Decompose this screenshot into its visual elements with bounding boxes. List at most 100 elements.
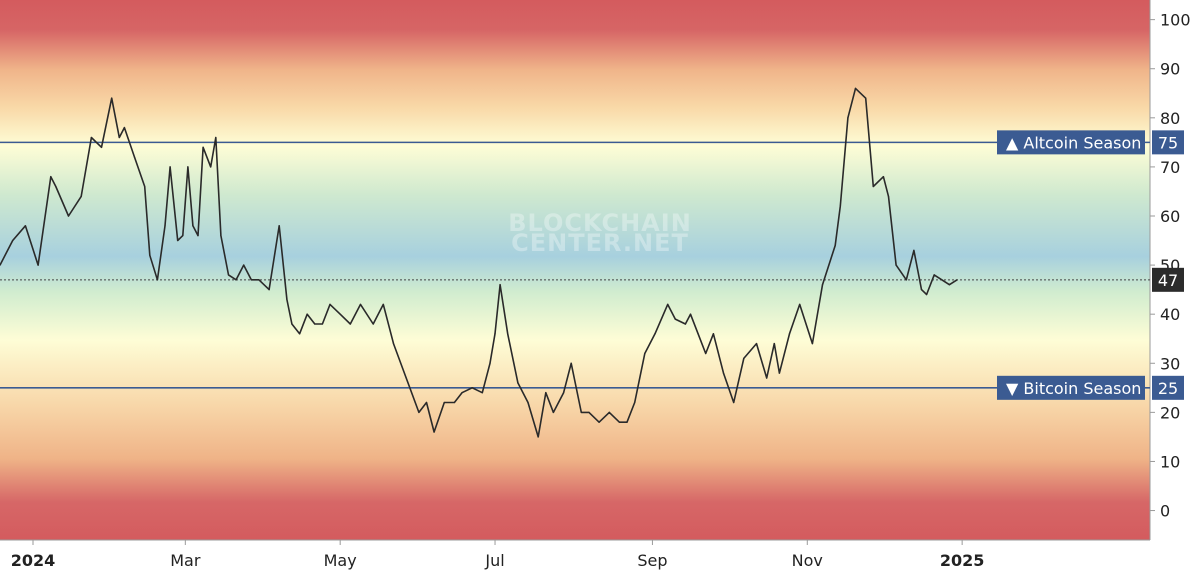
data-point [887,195,890,197]
x-tick-label: 2025 [940,551,985,570]
data-point [608,411,610,413]
x-axis-ticks: 2024 Mar May Jul Sep Nov 2025 [11,540,985,570]
data-point [461,392,463,394]
reference-value-label-1: 25 [1158,379,1178,398]
data-point [164,225,166,227]
data-point [854,87,857,89]
data-point [227,274,230,276]
data-point [839,205,841,207]
y-tick-label: 80 [1160,109,1180,128]
data-point [743,357,745,359]
data-point [481,392,483,394]
data-point [517,382,519,384]
data-point [537,436,539,438]
data-point [100,146,103,148]
data-point [118,136,120,139]
data-point [443,401,445,404]
data-point [563,392,565,394]
data-point [834,244,836,247]
data-point [182,235,184,237]
data-point [580,411,582,413]
y-tick-label: 0 [1160,502,1170,521]
data-point [905,279,907,281]
data-point [773,343,775,345]
data-point [453,401,455,404]
data-point [755,343,758,345]
reference-tag-label-1: ▼ Bitcoin Season [1006,379,1141,398]
series-group [0,87,958,438]
data-point [941,279,943,281]
reference-tag-box-0 [997,130,1145,155]
data-point [644,352,646,355]
y-tick-label: 70 [1160,158,1180,177]
y-tick-label: 100 [1160,11,1191,30]
data-point [722,372,725,374]
data-point [778,372,781,374]
data-point [250,279,252,281]
y-tick-label: 60 [1160,207,1180,226]
x-tick-label: Sep [637,551,667,570]
data-point [697,333,699,335]
reference-tag-label-0: ▲ Altcoin Season [1006,133,1141,152]
watermark: BLOCKCHAIN CENTER.NET [508,209,692,257]
data-point [948,284,951,286]
data-point [821,284,824,286]
data-point [349,323,351,325]
y-tick-label: 10 [1160,452,1180,471]
data-point [499,284,501,286]
data-point [210,166,212,168]
data-point [913,249,915,251]
data-point [156,279,158,281]
x-tick-label: Jul [484,551,504,570]
data-point [811,343,814,345]
data-point [766,377,768,379]
data-point [67,215,70,217]
data-point [847,117,849,119]
watermark-line1: BLOCKCHAIN [508,209,692,237]
data-point [55,185,57,188]
data-point [306,313,308,315]
data-point [872,185,874,188]
data-point [705,352,707,355]
data-point [570,362,572,364]
data-point [382,303,384,305]
data-point [882,176,885,178]
data-point [90,136,92,139]
data-point [527,401,529,404]
current-value-label: 47 [1158,271,1178,290]
data-point [37,264,39,266]
data-point [418,411,420,413]
data-point [933,274,935,276]
data-point [372,323,374,325]
data-point [788,333,791,335]
data-point [471,387,473,389]
data-point [215,136,217,139]
data-point [684,323,687,325]
data-point [799,303,801,305]
data-point [674,318,676,320]
plot-background [0,0,1150,540]
data-point [865,97,867,99]
data-point [187,166,189,168]
data-point [235,279,237,281]
data-point [733,401,735,404]
data-point [197,235,199,237]
data-point [667,303,669,305]
x-axis-panel [0,540,1200,585]
x-tick-label: 2024 [11,551,56,570]
watermark-line2: CENTER.NET [511,229,689,257]
y-tick-label: 40 [1160,305,1180,324]
data-point [339,313,341,315]
reference-value-label-0: 75 [1158,133,1178,152]
data-point [258,279,260,281]
data-point [634,401,636,404]
data-point [177,239,179,242]
data-point [654,333,656,335]
data-point [359,303,362,305]
data-point [192,225,194,227]
data-point [489,362,491,364]
reference-lines [0,141,1150,389]
data-point [133,156,136,158]
data-point [169,166,171,168]
data-point [588,411,590,413]
